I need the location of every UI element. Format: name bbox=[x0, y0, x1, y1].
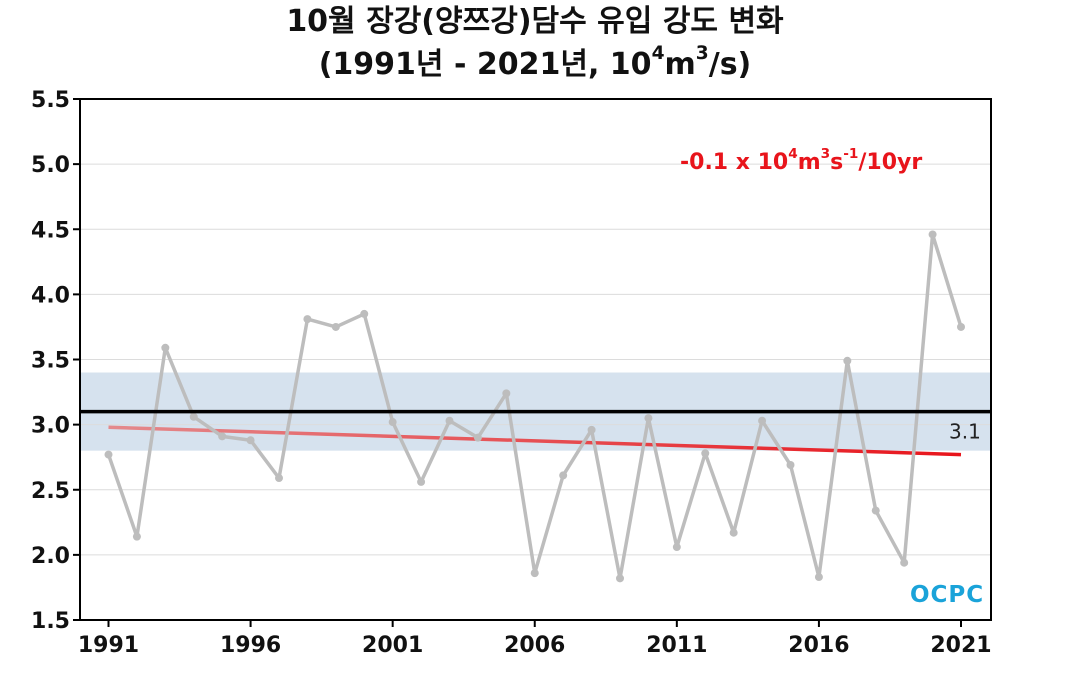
data-point bbox=[786, 461, 795, 470]
data-point bbox=[814, 573, 823, 582]
grid-lines bbox=[80, 163, 991, 556]
data-point bbox=[104, 450, 113, 459]
mean-value-label: 3.1 bbox=[949, 420, 981, 444]
data-point bbox=[559, 471, 568, 480]
x-tick-label: 2001 bbox=[362, 633, 423, 658]
data-point bbox=[843, 356, 852, 365]
data-point bbox=[530, 569, 539, 578]
ocpc-logo: OCPC bbox=[910, 582, 984, 608]
y-tick-label: 3.0 bbox=[31, 414, 70, 439]
data-point bbox=[928, 230, 937, 239]
x-tick-label: 1991 bbox=[78, 633, 139, 658]
data-point bbox=[445, 416, 454, 425]
y-tick-label: 1.5 bbox=[31, 609, 70, 634]
x-tick-label: 1996 bbox=[220, 633, 281, 658]
y-tick-label: 5.0 bbox=[31, 153, 70, 178]
data-point bbox=[900, 558, 909, 567]
chart-title-line2: (1991년 - 2021년, 104m3/s) bbox=[318, 43, 752, 82]
data-point bbox=[275, 474, 283, 483]
series-layer bbox=[104, 230, 965, 583]
chart-title-line1: 10월 장강(양쯔강)담수 유입 강도 변화 bbox=[286, 4, 784, 39]
data-point bbox=[417, 477, 426, 486]
data-point bbox=[331, 322, 340, 331]
data-point bbox=[701, 449, 710, 458]
y-tick-label: 3.5 bbox=[31, 349, 70, 374]
data-point bbox=[303, 315, 312, 324]
x-tick-label: 2011 bbox=[646, 633, 707, 658]
trend-line-layer bbox=[108, 425, 962, 457]
data-point bbox=[729, 528, 738, 537]
data-point bbox=[587, 425, 596, 434]
data-point bbox=[644, 414, 653, 423]
data-point bbox=[672, 543, 681, 552]
data-point bbox=[246, 436, 255, 445]
y-tick-label: 2.5 bbox=[31, 479, 70, 504]
y-tick-label: 5.5 bbox=[31, 88, 70, 113]
data-point bbox=[161, 343, 170, 352]
data-point bbox=[758, 416, 767, 425]
logo-text: OCPC bbox=[910, 582, 985, 608]
data-point bbox=[388, 418, 397, 427]
trend-line bbox=[108, 425, 962, 457]
data-point bbox=[218, 432, 227, 441]
x-tick-label: 2006 bbox=[504, 633, 565, 658]
y-tick-label: 4.0 bbox=[31, 283, 70, 308]
data-point bbox=[502, 389, 511, 398]
data-point bbox=[132, 532, 141, 541]
data-point bbox=[360, 309, 369, 318]
x-tick-label: 2016 bbox=[788, 633, 849, 658]
y-tick-label: 4.5 bbox=[31, 218, 70, 243]
trend-annotation: -0.1 x 104m3s-1/10yr bbox=[680, 145, 923, 175]
mean-line-layer: 3.1 bbox=[80, 409, 991, 444]
data-point bbox=[616, 574, 624, 583]
y-tick-label: 2.0 bbox=[31, 544, 70, 569]
data-point bbox=[473, 433, 482, 442]
data-point bbox=[189, 412, 198, 421]
data-point bbox=[957, 322, 965, 331]
axis-ticks: 1.5 2.0 2.5 3.0 3.5 4.0 4.5 5.0 5.5 1991 1996 2001 2… bbox=[31, 88, 992, 658]
x-tick-label: 2021 bbox=[930, 633, 991, 658]
data-point bbox=[871, 506, 880, 515]
